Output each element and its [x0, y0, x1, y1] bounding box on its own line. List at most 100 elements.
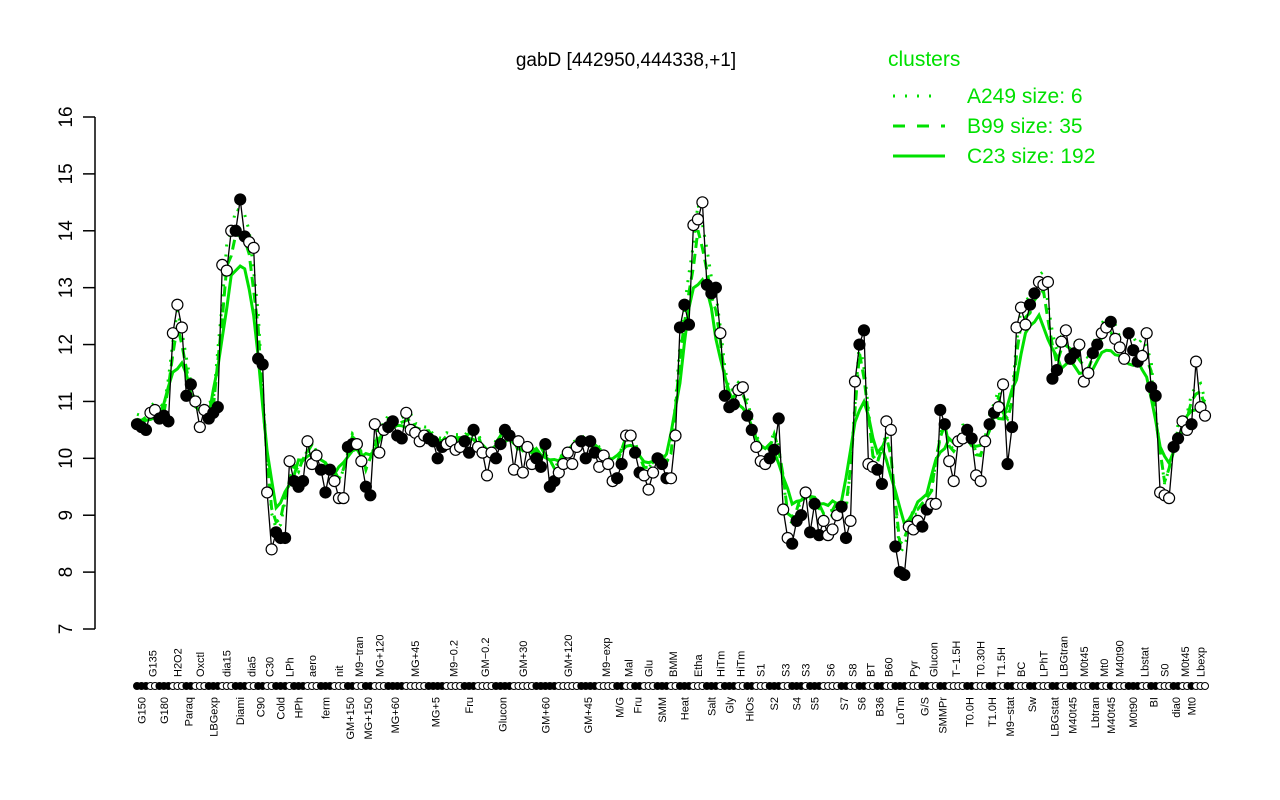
expression-line — [136, 199, 1206, 577]
y-tick-label: 11 — [56, 392, 77, 412]
y-tick-label: 16 — [56, 106, 77, 127]
x-tick-label: dia5 — [246, 656, 258, 677]
data-point — [934, 403, 947, 417]
x-tick-label: GM+120 — [563, 635, 575, 678]
data-point — [1023, 298, 1037, 311]
x-tick-label: T1.0H — [987, 697, 999, 727]
data-point — [494, 438, 507, 451]
x-tick-label: HiOs — [745, 697, 757, 722]
data-point — [503, 429, 516, 442]
chart-title: gabD [442950,444338,+1] — [516, 50, 736, 71]
data-point — [162, 415, 175, 428]
data-point — [561, 446, 574, 459]
data-point — [983, 418, 996, 431]
data-point — [301, 435, 314, 448]
x-tick-label: T0.30H — [976, 641, 988, 677]
data-point — [817, 514, 830, 528]
data-point — [1055, 335, 1068, 348]
data-point — [364, 489, 377, 502]
data-point — [835, 500, 848, 513]
data-point — [682, 318, 696, 331]
data-point — [646, 466, 660, 479]
data-point — [350, 438, 363, 451]
x-tick-label: S6 — [825, 664, 837, 677]
data-point — [521, 440, 534, 454]
data-point — [1171, 432, 1185, 445]
y-tick-label: 8 — [56, 567, 77, 578]
data-point — [1050, 364, 1064, 377]
x-tick-label: M40t45 — [1106, 697, 1118, 734]
x-tick-label: Heat — [679, 697, 691, 720]
data-point — [1059, 324, 1072, 337]
x-tick-label: Oxctl — [195, 652, 207, 677]
cluster-lines — [136, 203, 1207, 558]
data-point — [777, 503, 790, 516]
data-point — [1118, 352, 1131, 365]
data-point — [1082, 366, 1095, 380]
data-point — [193, 420, 206, 434]
data-point — [516, 466, 530, 479]
x-tick-label: MG+5 — [430, 697, 442, 727]
data-point — [664, 472, 678, 485]
x-tick-label: SMMPr — [937, 697, 949, 734]
data-point — [139, 423, 153, 436]
data-point — [220, 264, 233, 277]
data-point — [278, 531, 292, 545]
data-point — [629, 446, 642, 459]
x-tick-label: dia0 — [1171, 697, 1183, 718]
data-point — [431, 452, 444, 465]
data-point — [1140, 327, 1153, 340]
x-tick-label: M40t90 — [1115, 640, 1127, 677]
x-tick-label: Lbtran — [1090, 697, 1102, 728]
x-tick-label: M9−exp — [601, 638, 613, 677]
x-tick-label: GM+30 — [518, 641, 530, 677]
data-point — [1136, 349, 1149, 363]
data-point — [615, 457, 628, 471]
expression-series-line — [136, 199, 1206, 577]
data-point — [395, 432, 408, 445]
data-point — [265, 543, 278, 556]
x-tick-label: M9−tran — [354, 636, 366, 677]
x-tick-label: B60 — [884, 657, 896, 677]
x-tick-label: aero — [307, 655, 319, 677]
legend-label-b99: B99 size: 35 — [967, 115, 1083, 138]
x-tick-label: C90 — [255, 697, 267, 717]
x-tick-label: Lbexp — [1196, 647, 1208, 677]
x-tick-label: Salt — [706, 697, 718, 716]
x-tick-label: T−1.5H — [951, 641, 963, 677]
data-point — [624, 429, 637, 442]
x-tick-label: C30 — [264, 657, 276, 677]
data-point — [458, 435, 471, 448]
data-point — [718, 389, 731, 402]
x-tick-label: Pyr — [908, 660, 920, 677]
data-point — [1028, 287, 1041, 300]
legend-title: clusters — [888, 48, 960, 71]
x-tick-label: MG+150 — [363, 697, 375, 740]
data-point — [996, 378, 1010, 391]
data-point — [889, 540, 902, 553]
data-point — [171, 298, 184, 311]
x-tick-label: ferm — [320, 697, 332, 719]
x-tick-label: Fru — [632, 697, 644, 714]
x-tick-label: H2O2 — [172, 648, 184, 677]
data-point — [1149, 389, 1162, 402]
data-point — [696, 196, 709, 209]
y-tick-label: 7 — [56, 624, 77, 635]
x-tick-label: M0t45 — [1079, 646, 1091, 677]
x-tick-label: BI — [1148, 697, 1160, 707]
x-tick-label: S8 — [848, 664, 860, 677]
data-point — [539, 438, 552, 451]
x-axis: G150 G135 G180 H2O2 Paraq Oxctl LBGexp dia15 Dia… — [133, 635, 1209, 740]
x-tick-label: MG+45 — [410, 641, 422, 677]
data-point — [655, 457, 669, 471]
data-point — [175, 321, 188, 334]
data-point — [965, 432, 978, 445]
data-point — [1113, 341, 1126, 354]
x-tick-label: Paraq — [184, 697, 196, 726]
data-point — [489, 452, 503, 465]
data-point — [373, 446, 386, 459]
data-point — [400, 406, 413, 419]
data-point — [808, 497, 821, 510]
x-rug-point — [1201, 682, 1209, 690]
data-point — [166, 327, 179, 340]
